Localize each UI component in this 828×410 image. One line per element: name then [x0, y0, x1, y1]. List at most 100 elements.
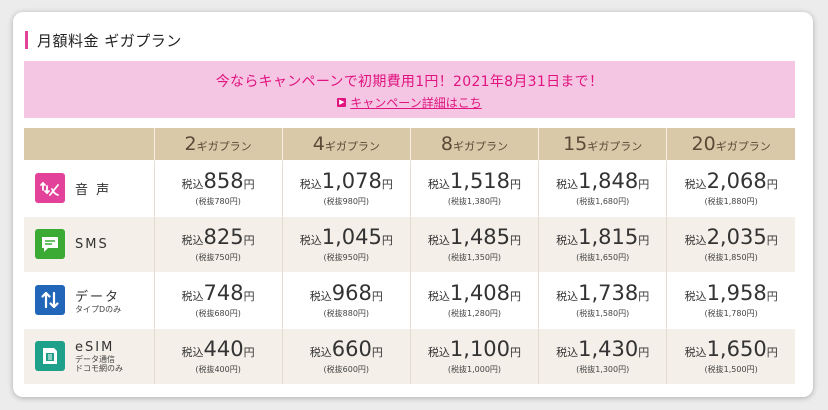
price-amount: 1,958	[706, 281, 767, 305]
tax-in-label: 税込	[181, 234, 204, 247]
message-icon	[35, 229, 65, 259]
tax-in-label: 税込	[556, 178, 579, 191]
yen-label: 円	[510, 290, 522, 303]
price-line: 税込1,738円	[539, 281, 666, 309]
yen-label: 円	[638, 178, 650, 191]
table-row-esim: eSIM データ通信 ドコモ網のみ 税込440円 (税抜400円) 税込660円 (税抜60…	[24, 327, 795, 384]
price-amount: 2,068	[706, 169, 767, 193]
price-excl-tax: (税抜1,380円)	[447, 197, 502, 206]
price-cell: 税込2,068円 (税抜1,880円)	[666, 159, 795, 216]
price-amount: 1,518	[449, 169, 511, 193]
price-amount: 1,848	[578, 169, 639, 193]
plan-number: 2	[184, 132, 197, 155]
row-title: SMS	[75, 236, 109, 252]
yen-label: 円	[381, 234, 393, 247]
tax-in-label: 税込	[427, 290, 450, 303]
pricing-card: 月額料金 ギガプラン 今ならキャンペーンで初期費用1円！2021年8月31日まで…	[13, 12, 813, 397]
price-line: 税込1,078円	[283, 169, 410, 197]
price-cell: 税込1,738円 (税抜1,580円)	[538, 271, 667, 328]
row-title: 音 声	[75, 182, 112, 198]
data-arrows-icon	[35, 285, 65, 315]
yen-label: 円	[638, 346, 650, 360]
price-amount: 1,650	[706, 337, 767, 362]
table-row-voice: 音 声税込858円 (税抜780円) 税込1,078円 (税抜980円) 税込1,518…	[24, 159, 795, 216]
price-line: 税込2,035円	[667, 225, 795, 253]
price-line: 税込440円	[155, 337, 282, 365]
price-cell: 税込1,045円 (税抜950円)	[281, 215, 411, 272]
plan-header-20: 20ギガプラン	[666, 128, 795, 160]
tax-in-label: 税込	[181, 346, 204, 360]
price-excl-tax: (税抜980円)	[323, 197, 370, 206]
yen-label: 円	[766, 290, 778, 303]
price-amount: 1,078	[321, 169, 382, 193]
price-excl-tax: (税抜1,680円)	[576, 197, 630, 206]
price-amount: 968	[331, 281, 372, 305]
row-label-text: SMS	[75, 237, 109, 252]
price-amount: 440	[203, 337, 244, 362]
yen-label: 円	[510, 234, 522, 247]
plan-header-8: 8ギガプラン	[409, 128, 539, 160]
yen-label: 円	[243, 178, 255, 191]
plan-unit: ギガプラン	[715, 139, 771, 153]
price-cell: 税込1,078円 (税抜980円)	[281, 159, 411, 216]
price-line: 税込858円	[155, 169, 282, 197]
tax-in-label: 税込	[556, 290, 579, 303]
price-excl-tax: (税抜1,300円)	[576, 365, 630, 375]
price-line: 税込1,100円	[411, 337, 538, 365]
price-amount: 2,035	[706, 225, 767, 249]
section-title: 月額料金 ギガプラン	[25, 29, 182, 51]
price-line: 税込825円	[155, 225, 282, 253]
row-label-text: eSIM データ通信 ドコモ網のみ	[75, 340, 123, 373]
price-amount: 748	[203, 281, 244, 305]
plan-unit: ギガプラン	[196, 139, 252, 153]
section-title-text: 月額料金 ギガプラン	[37, 31, 182, 50]
price-line: 税込1,848円	[539, 169, 666, 197]
price-amount: 1,430	[578, 337, 639, 362]
price-excl-tax: (税抜880円)	[323, 309, 370, 318]
price-cell: 税込1,848円 (税抜1,680円)	[538, 159, 667, 216]
row-label-text: 音 声	[75, 179, 111, 198]
tax-in-label: 税込	[684, 290, 707, 303]
campaign-text: 今ならキャンペーンで初期費用1円！2021年8月31日まで！	[215, 74, 604, 90]
table-row-sms: SMS 税込825円 (税抜750円) 税込1,045円 (税抜950円) 税込1,485…	[24, 215, 795, 272]
tax-in-label: 税込	[309, 346, 332, 360]
price-cell: 税込1,408円 (税抜1,280円)	[409, 271, 539, 328]
price-excl-tax: (税抜600円)	[323, 365, 370, 375]
price-line: 税込1,650円	[667, 337, 795, 365]
tax-in-label: 税込	[299, 178, 322, 191]
row-label-cell: SMS	[24, 215, 154, 272]
price-amount: 1,738	[578, 281, 639, 305]
price-line: 税込660円	[283, 337, 410, 365]
yen-label: 円	[638, 234, 650, 247]
yen-label: 円	[243, 234, 255, 247]
price-excl-tax: (税抜1,880円)	[704, 197, 758, 206]
price-cell: 税込1,958円 (税抜1,780円)	[666, 271, 795, 328]
plan-number: 20	[691, 132, 716, 155]
price-line: 税込1,958円	[667, 281, 795, 309]
tax-in-label: 税込	[181, 290, 204, 303]
price-amount: 1,815	[578, 225, 639, 249]
price-excl-tax: (税抜950円)	[323, 253, 370, 262]
price-amount: 660	[331, 337, 372, 362]
plan-number: 4	[312, 132, 325, 155]
price-line: 税込968円	[283, 281, 410, 309]
tax-in-label: 税込	[427, 234, 450, 247]
row-label: 音 声	[35, 173, 154, 203]
price-excl-tax: (税抜1,500円)	[704, 365, 758, 375]
plan-header-15: 15ギガプラン	[538, 128, 667, 160]
plan-unit: ギガプラン	[324, 139, 380, 153]
price-line: 税込748円	[155, 281, 282, 309]
yen-label: 円	[371, 290, 383, 303]
yen-label: 円	[381, 178, 393, 191]
yen-label: 円	[766, 346, 778, 360]
phone-call-icon	[35, 173, 65, 203]
tax-in-label: 税込	[684, 346, 707, 360]
campaign-banner: 今ならキャンペーンで初期費用1円！2021年8月31日まで！ ▶ キャンペーン詳…	[24, 61, 795, 118]
pricing-table: 2ギガプラン 4ギガプラン 8ギガプラン 15ギガプラン 20ギガプラン 音 声…	[24, 128, 795, 384]
price-amount: 1,100	[449, 337, 511, 362]
price-excl-tax: (税抜750円)	[195, 253, 241, 262]
price-amount: 1,045	[321, 225, 382, 249]
yen-label: 円	[243, 346, 255, 360]
price-cell: 税込440円 (税抜400円)	[153, 327, 283, 384]
campaign-details-link[interactable]: ▶ キャンペーン詳細はこち	[24, 94, 795, 111]
